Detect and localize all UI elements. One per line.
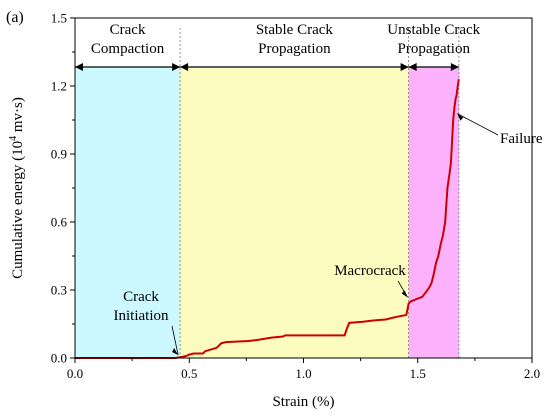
phase-arrows xyxy=(75,63,459,71)
y-tick-label: 0.9 xyxy=(51,147,67,162)
y-axis-title-main: Cumulative energy (10 xyxy=(10,141,26,279)
x-tick-label: 0.5 xyxy=(181,366,197,381)
annotation-failure: Failure xyxy=(500,131,543,147)
phase-separators xyxy=(179,28,460,358)
x-tick-label: 0.0 xyxy=(67,366,83,381)
y-axis-title-sup: 4 xyxy=(8,136,19,141)
phase-band xyxy=(75,67,181,358)
x-axis-title: Strain (%) xyxy=(272,394,334,410)
phase-band xyxy=(408,67,459,358)
phase-label-line2: Propagation xyxy=(258,41,331,57)
annotation-crack-initiation-pointer xyxy=(171,325,179,356)
annotation-crack-initiation-line1: Crack xyxy=(123,289,159,305)
x-ticks: 0.0 0.5 1.0 1.5 2.0 xyxy=(67,358,540,381)
annotation-macrocrack: Macrocrack xyxy=(334,263,406,279)
phase-label-line1: Stable Crack xyxy=(256,22,334,38)
phase-arrow-head xyxy=(172,63,181,71)
phase-labels: Crack Compaction Stable Crack Propagation Un… xyxy=(91,22,481,57)
annotation-failure-arrowhead xyxy=(457,113,464,121)
energy-line xyxy=(75,79,460,359)
phase-arrow-head xyxy=(180,63,189,71)
y-tick-label: 0.3 xyxy=(51,283,67,298)
phase-label-line2: Compaction xyxy=(91,41,165,57)
phase-label-line1: Crack xyxy=(110,22,146,38)
y-tick-label: 1.2 xyxy=(51,79,67,94)
x-tick-label: 1.0 xyxy=(295,366,311,381)
panel-label: (a) xyxy=(6,9,24,26)
y-axis-title: Cumulative energy (104 mv·s) xyxy=(8,97,26,279)
annotation-failure-pointer xyxy=(457,113,499,136)
y-ticks: 0.0 0.3 0.6 0.9 1.2 1.5 xyxy=(51,11,75,366)
phase-arrow-head xyxy=(450,63,459,71)
series-group xyxy=(75,79,460,359)
phase-arrow-head xyxy=(408,63,417,71)
phase-label-line1: Unstable Crack xyxy=(387,22,480,38)
y-tick-label: 0.0 xyxy=(51,351,67,366)
phase-bands xyxy=(75,67,459,358)
annotation-crack-initiation-arrowhead xyxy=(172,348,179,355)
x-tick-label: 1.5 xyxy=(410,366,426,381)
phase-label-line2: Propagation xyxy=(397,41,470,57)
x-tick-label: 2.0 xyxy=(524,366,540,381)
phase-band xyxy=(180,67,409,358)
phase-arrow-head xyxy=(75,63,83,71)
annotation-macrocrack-arrowhead xyxy=(401,290,408,298)
phase-arrow-head xyxy=(400,63,409,71)
y-axis-title-unit: mv·s) xyxy=(10,97,26,136)
annotation-crack-initiation-line2: Initiation xyxy=(114,308,169,324)
y-tick-label: 0.6 xyxy=(51,215,68,230)
y-tick-label: 1.5 xyxy=(51,11,67,26)
